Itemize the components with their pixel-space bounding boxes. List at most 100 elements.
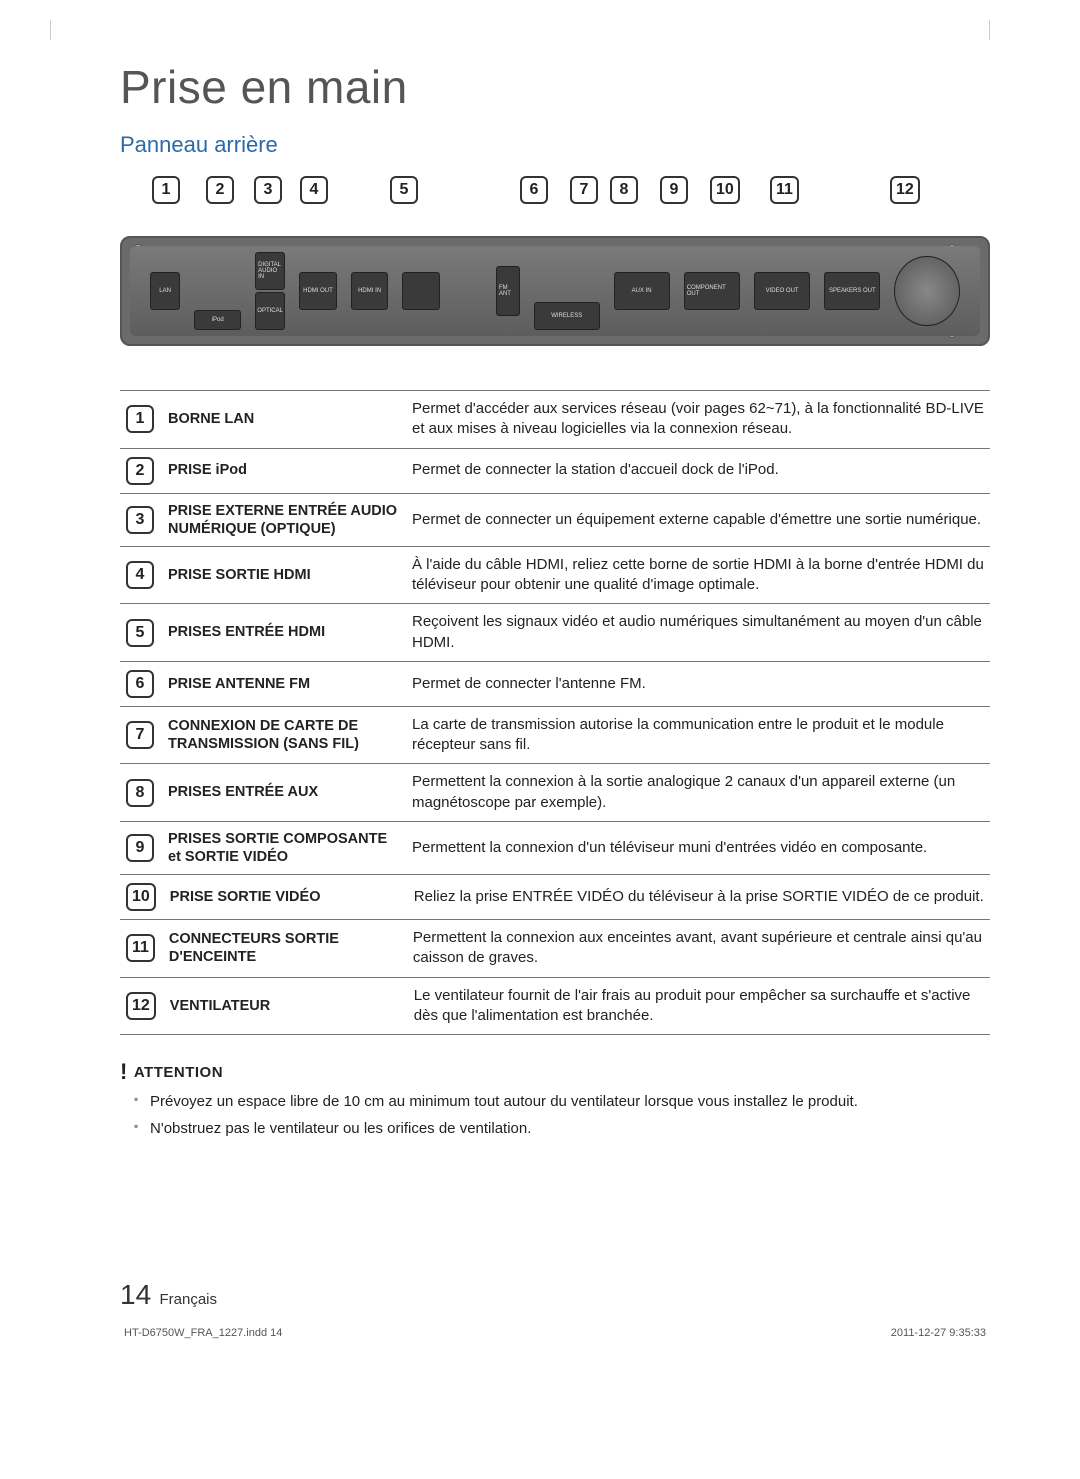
row-number-badge: 12 — [126, 992, 156, 1020]
row-description: Permettent la connexion d'un téléviseur … — [412, 838, 984, 858]
callout-badge: 7 — [570, 176, 598, 204]
row-label: PRISE SORTIE VIDÉO — [170, 888, 400, 906]
indd-filename: HT-D6750W_FRA_1227.indd 14 — [124, 1327, 282, 1339]
callout-4: 4 — [300, 176, 328, 204]
row-description: À l'aide du câble HDMI, reliez cette bor… — [412, 555, 984, 596]
callout-2: 2 — [206, 176, 234, 204]
row-number-badge: 2 — [126, 457, 154, 485]
callout-5: 5 — [390, 176, 418, 204]
callout-badge: 2 — [206, 176, 234, 204]
row-number-badge: 10 — [126, 883, 156, 911]
row-number-badge: 6 — [126, 670, 154, 698]
callout-8: 8 — [610, 176, 638, 204]
port-wireless: WIRELESS — [534, 302, 600, 330]
callout-badge: 11 — [770, 176, 799, 204]
callout-badge: 8 — [610, 176, 638, 204]
row-label: PRISE EXTERNE ENTRÉE AUDIO NUMÉRIQUE (OP… — [168, 502, 398, 538]
row-label: PRISE iPod — [168, 461, 398, 479]
row-number-badge: 9 — [126, 834, 154, 862]
port-hdmi-in-1: HDMI IN — [351, 272, 389, 310]
row-number-badge: 1 — [126, 405, 154, 433]
port-fm-ant: FM ANT — [496, 266, 520, 316]
callout-6: 6 — [520, 176, 548, 204]
row-description: Permet de connecter l'antenne FM. — [412, 674, 984, 694]
table-row: 9 PRISES SORTIE COMPOSANTE et SORTIE VIDÉ… — [120, 822, 990, 875]
row-number-badge: 7 — [126, 721, 154, 749]
port-hdmi-in-2 — [402, 272, 440, 310]
port-video-out: VIDEO OUT — [754, 272, 810, 310]
attention-item: Prévoyez un espace libre de 10 cm au min… — [134, 1091, 990, 1112]
table-row: 10 PRISE SORTIE VIDÉO Reliez la prise ENTR… — [120, 875, 990, 920]
table-row: 4 PRISE SORTIE HDMI À l'aide du câble HDMI… — [120, 547, 990, 605]
row-label: PRISE SORTIE HDMI — [168, 566, 398, 584]
port-fan — [894, 256, 960, 326]
row-description: Reçoivent les signaux vidéo et audio num… — [412, 612, 984, 653]
table-row: 5 PRISES ENTRÉE HDMI Reçoivent les signaux… — [120, 604, 990, 662]
row-label: CONNEXION DE CARTE DE TRANSMISSION (SANS… — [168, 717, 398, 753]
callout-badge: 3 — [254, 176, 282, 204]
row-label: PRISE ANTENNE FM — [168, 675, 398, 693]
callout-10: 10 — [710, 176, 740, 204]
table-row: 6 PRISE ANTENNE FM Permet de connecter l'a… — [120, 662, 990, 707]
row-number-badge: 4 — [126, 561, 154, 589]
row-number-badge: 8 — [126, 779, 154, 807]
port-optical: OPTICAL — [255, 292, 285, 330]
row-description: Le ventilateur fournit de l'air frais au… — [414, 986, 984, 1027]
row-description: Permet de connecter un équipement extern… — [412, 510, 984, 530]
rear-panel-diagram: LAN iPod DIGITAL AUDIO IN OPTICAL HDMI O… — [120, 236, 990, 346]
port-aux-in: AUX IN — [614, 272, 670, 310]
table-row: 3 PRISE EXTERNE ENTRÉE AUDIO NUMÉRIQUE (O… — [120, 494, 990, 547]
table-row: 2 PRISE iPod Permet de connecter la statio… — [120, 449, 990, 494]
table-row: 8 PRISES ENTRÉE AUX Permettent la connexio… — [120, 764, 990, 822]
row-number-badge: 5 — [126, 619, 154, 647]
page-number: 14 Français — [120, 1279, 990, 1311]
port-digital-audio: DIGITAL AUDIO IN — [255, 252, 285, 290]
row-label: VENTILATEUR — [170, 997, 400, 1015]
callout-3: 3 — [254, 176, 282, 204]
callout-badge: 9 — [660, 176, 688, 204]
attention-item: N'obstruez pas le ventilateur ou les ori… — [134, 1118, 990, 1139]
row-label: PRISES SORTIE COMPOSANTE et SORTIE VIDÉO — [168, 830, 398, 866]
port-speakers-out: SPEAKERS OUT — [824, 272, 880, 310]
callout-badge: 10 — [710, 176, 740, 204]
port-lan: LAN — [150, 272, 180, 310]
callout-badge: 1 — [152, 176, 180, 204]
callout-1: 1 — [152, 176, 180, 204]
callout-7: 7 — [570, 176, 598, 204]
row-label: PRISES ENTRÉE HDMI — [168, 623, 398, 641]
connections-table: 1 BORNE LAN Permet d'accéder aux services … — [120, 390, 990, 1035]
row-description: Permet d'accéder aux services réseau (vo… — [412, 399, 984, 440]
callout-row: 123456789101112 — [120, 176, 990, 236]
section-subtitle: Panneau arrière — [120, 132, 990, 158]
callout-badge: 6 — [520, 176, 548, 204]
row-description: Permettent la connexion aux enceintes av… — [413, 928, 984, 969]
row-description: Permettent la connexion à la sortie anal… — [412, 772, 984, 813]
row-number-badge: 3 — [126, 506, 154, 534]
row-number-badge: 11 — [126, 934, 155, 962]
row-description: Reliez la prise ENTRÉE VIDÉO du télévise… — [414, 887, 984, 907]
print-footer: HT-D6750W_FRA_1227.indd 14 2011-12-27 9:… — [120, 1327, 990, 1339]
print-timestamp: 2011-12-27 9:35:33 — [891, 1327, 986, 1339]
callout-badge: 12 — [890, 176, 920, 204]
row-label: BORNE LAN — [168, 410, 398, 428]
port-hdmi-out: HDMI OUT — [299, 272, 337, 310]
callout-11: 11 — [770, 176, 799, 204]
row-label: PRISES ENTRÉE AUX — [168, 783, 398, 801]
table-row: 11 CONNECTEURS SORTIE D'ENCEINTE Permetten… — [120, 920, 990, 978]
attention-heading: ATTENTION — [134, 1064, 223, 1081]
port-component-out: COMPONENT OUT — [684, 272, 740, 310]
row-description: Permet de connecter la station d'accueil… — [412, 460, 984, 480]
row-label: CONNECTEURS SORTIE D'ENCEINTE — [169, 930, 399, 966]
table-row: 12 VENTILATEUR Le ventilateur fournit de l… — [120, 978, 990, 1036]
attention-block: ! ATTENTION Prévoyez un espace libre de … — [120, 1059, 990, 1139]
table-row: 7 CONNEXION DE CARTE DE TRANSMISSION (SAN… — [120, 707, 990, 765]
row-description: La carte de transmission autorise la com… — [412, 715, 984, 756]
page-title: Prise en main — [120, 60, 990, 114]
callout-badge: 5 — [390, 176, 418, 204]
attention-icon: ! — [120, 1059, 128, 1085]
callout-badge: 4 — [300, 176, 328, 204]
table-row: 1 BORNE LAN Permet d'accéder aux services … — [120, 391, 990, 449]
callout-9: 9 — [660, 176, 688, 204]
port-ipod: iPod — [194, 310, 241, 330]
callout-12: 12 — [890, 176, 920, 204]
